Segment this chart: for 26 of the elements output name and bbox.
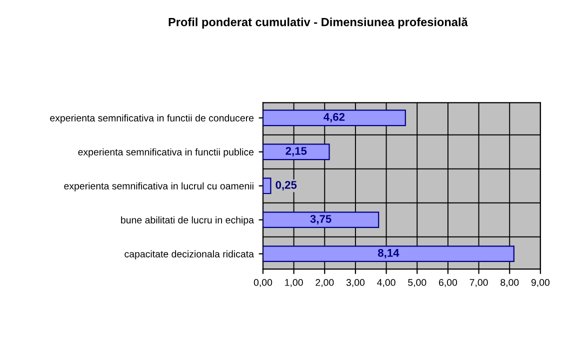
data-label: 8,14	[378, 248, 400, 258]
x-tick-label: 4,00	[377, 279, 396, 288]
data-label: 3,75	[310, 214, 332, 224]
y-tick-label: experienta semnificativa in functii de conducere	[50, 114, 254, 124]
x-tick-label: 2,00	[316, 279, 334, 288]
data-label: 0,25	[276, 180, 297, 190]
x-tick-label: 3,00	[346, 279, 365, 288]
bar	[262, 178, 272, 194]
x-tick-label: 5,00	[408, 279, 426, 288]
chart-title: Profil ponderat cumulativ - Dimensiunea profesională	[168, 17, 468, 29]
y-tick-label: bune abilitati de lucru in echipa	[121, 216, 254, 226]
y-tick-label: experienta semnificativa in lucrul cu oamenii	[64, 182, 254, 192]
x-tick-label: 0,00	[254, 279, 272, 288]
bar	[262, 144, 330, 160]
bar	[262, 246, 514, 262]
bar	[262, 110, 406, 126]
bar	[262, 212, 380, 228]
x-tick-label: 6,00	[438, 279, 458, 288]
data-label: 4,62	[324, 112, 345, 122]
x-tick-label: 8,00	[500, 279, 519, 288]
data-label: 2,15	[286, 146, 307, 156]
y-tick-label: capacitate decizionala ridicata	[124, 250, 254, 260]
y-tick-label: experienta semnificativa in functii publice	[78, 148, 254, 158]
x-tick-label: 7,00	[470, 279, 488, 288]
x-tick-label: 1,00	[285, 279, 303, 288]
x-tick-label: 9,00	[531, 279, 550, 288]
